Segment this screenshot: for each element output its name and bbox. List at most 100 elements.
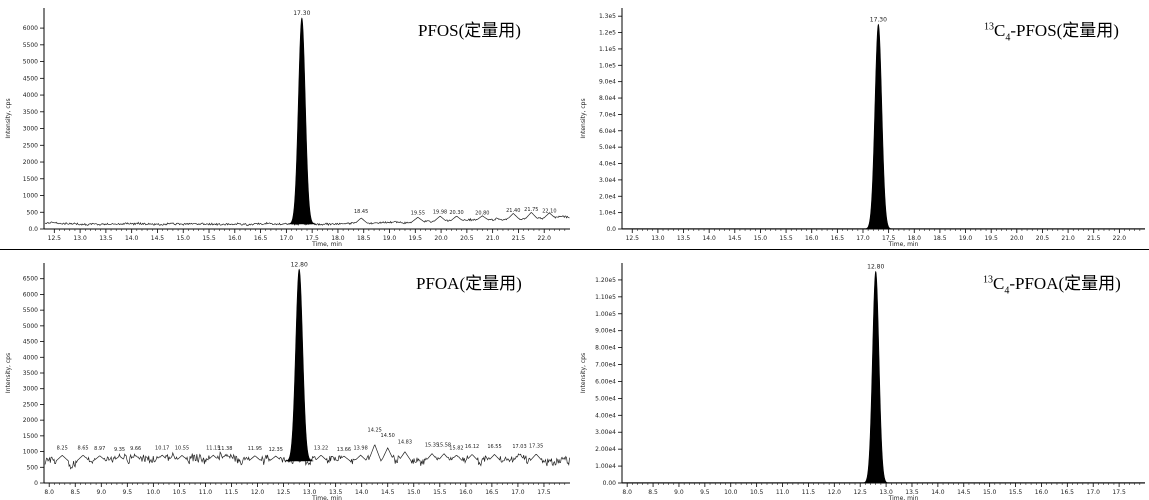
x-tick-label: 21.5 (1087, 235, 1101, 242)
chart-pfoa-svg: 8.0 8.5 9.0 9.5 10.0 10.5 11.0 11.5 12.0 12.5 13.0… (5, 261, 570, 500)
y-tick-label: 1500 (23, 176, 38, 183)
x-tick-label: 19.5 (984, 235, 998, 242)
peak-label: 17.30 (293, 10, 310, 17)
x-tick-label: 10.0 (147, 489, 161, 496)
y-tick-label: 1.0e4 (599, 210, 616, 217)
chart-13c4-pfos-title: 13C4-PFOS(定量用) (984, 21, 1119, 44)
noise-peak-label: 15.58 (437, 443, 451, 449)
x-tick-label: 15.5 (779, 235, 793, 242)
y-tick-label: 4500 (23, 75, 38, 82)
noise-peak-label: 8.97 (94, 446, 105, 452)
y-tick-label: 3500 (23, 370, 38, 377)
x-axis-label: Time, min (311, 495, 342, 500)
y-tick-label: 6.00e4 (595, 378, 616, 385)
chart-13c4-pfoa-title: 13C4-PFOA(定量用) (983, 274, 1121, 297)
chart-pfos-title: PFOS(定量用) (418, 21, 521, 40)
x-tick-label: 16.5 (254, 235, 268, 242)
y-tick-label: 5.0e4 (599, 144, 616, 151)
x-tick-label: 17.5 (305, 235, 319, 242)
x-tick-label: 10.5 (750, 489, 764, 496)
y-tick-label: 4500 (23, 339, 38, 346)
noise-peak-label: 8.25 (57, 446, 68, 452)
y-tick-label: 1000 (23, 193, 38, 200)
x-tick-label: 16.5 (831, 235, 845, 242)
noise-peak-label: 9.35 (114, 447, 125, 453)
chart-13c4-pfos-svg: 12.5 13.0 13.5 14.0 14.5 15.0 15.5 16.0 16.5 17.0… (580, 8, 1145, 248)
x-tick-label: 21.5 (512, 235, 526, 242)
y-tick-label: 1.0e5 (599, 62, 616, 69)
x-tick-label: 14.0 (355, 489, 369, 496)
x-tick-label: 12.5 (626, 235, 640, 242)
x-tick-label: 16.0 (1035, 489, 1049, 496)
chart-13c4-pfoa: 8.0 8.5 9.0 9.5 10.0 10.5 11.0 11.5 12.0 12.5 13.0… (575, 251, 1149, 500)
x-tick-label: 16.5 (1061, 489, 1075, 496)
y-tick-label: 3000 (23, 386, 38, 393)
x-tick-label: 15.5 (202, 235, 216, 242)
y-axis-label: Intensity, cps (5, 353, 12, 393)
x-tick-label: 14.5 (728, 235, 742, 242)
y-tick-label: 3500 (23, 109, 38, 116)
noise-peak-label: 21.40 (506, 208, 520, 214)
peak-label: 12.80 (867, 263, 884, 270)
x-tick-label: 21.0 (1061, 235, 1075, 242)
y-tick-label: 7.0e4 (599, 111, 616, 118)
y-tick-label: 1500 (23, 433, 38, 440)
y-tick-label: 1000 (23, 449, 38, 456)
x-tick-label: 15.5 (433, 489, 447, 496)
x-tick-label: 17.5 (882, 235, 896, 242)
y-tick-label: 7.00e4 (595, 362, 616, 369)
chart-pfos-svg: 12.5 13.0 13.5 14.0 14.5 15.0 15.5 16.0 16.5 17.0… (5, 8, 570, 248)
y-tick-label: 5000 (23, 59, 38, 66)
x-tick-label: 18.0 (331, 235, 345, 242)
peak-area (864, 23, 893, 230)
y-tick-label: 0 (34, 480, 38, 487)
y-tick-label: 3.0e4 (599, 177, 616, 184)
peak-label: 12.80 (291, 261, 308, 268)
noise-peak-label: 15.82 (449, 445, 463, 451)
x-tick-label: 13.5 (905, 489, 919, 496)
y-tick-label: 4.0e4 (599, 161, 616, 168)
x-tick-label: 22.0 (1113, 235, 1127, 242)
noise-peak-label: 16.55 (487, 444, 501, 450)
peak-label: 17.30 (870, 16, 887, 23)
x-tick-label: 15.5 (1009, 489, 1023, 496)
x-tick-label: 11.0 (776, 489, 790, 496)
noise-peak-label: 18.45 (354, 209, 368, 215)
noise-peak-label: 14.50 (381, 433, 395, 439)
x-tick-label: 20.0 (1010, 235, 1024, 242)
x-tick-label: 12.0 (251, 489, 265, 496)
y-tick-label: 1.00e5 (595, 311, 616, 318)
noise-peak-label: 11.95 (248, 446, 262, 452)
x-tick-label: 18.5 (933, 235, 947, 242)
panel-divider (0, 249, 1149, 250)
noise-peak-label: 15.35 (425, 443, 439, 449)
y-tick-label: 2.0e4 (599, 193, 616, 200)
x-tick-label: 14.0 (125, 235, 139, 242)
x-tick-label: 9.5 (700, 489, 710, 496)
x-tick-label: 19.0 (383, 235, 397, 242)
y-tick-label: 0.0 (28, 226, 38, 233)
noise-peak-label: 8.65 (77, 445, 88, 451)
x-tick-label: 17.5 (537, 489, 551, 496)
noise-peak-label: 10.17 (155, 445, 169, 451)
y-tick-label: 8.0e4 (599, 95, 616, 102)
noise-peak-label: 13.22 (314, 445, 328, 451)
x-tick-label: 21.0 (486, 235, 500, 242)
noise-peak-label: 11.38 (218, 446, 232, 452)
noise-peak-label: 21.75 (524, 207, 538, 213)
x-axis-label: Time, min (311, 241, 342, 248)
x-tick-label: 12.5 (277, 489, 291, 496)
noise-peak-label: 22.10 (542, 209, 556, 215)
y-tick-label: 0.0 (606, 226, 616, 233)
x-tick-label: 13.5 (677, 235, 691, 242)
x-tick-label: 17.0 (280, 235, 294, 242)
y-tick-label: 1.1e5 (599, 46, 616, 53)
x-tick-label: 11.5 (802, 489, 816, 496)
x-tick-label: 17.0 (856, 235, 870, 242)
x-tick-label: 13.5 (99, 235, 113, 242)
x-tick-label: 12.0 (828, 489, 842, 496)
peak-area (287, 17, 316, 225)
x-tick-label: 14.5 (151, 235, 165, 242)
chart-13c4-pfos: 12.5 13.0 13.5 14.0 14.5 15.0 15.5 16.0 16.5 17.0… (575, 0, 1149, 250)
y-axis-label: Intensity, cps (580, 353, 587, 393)
